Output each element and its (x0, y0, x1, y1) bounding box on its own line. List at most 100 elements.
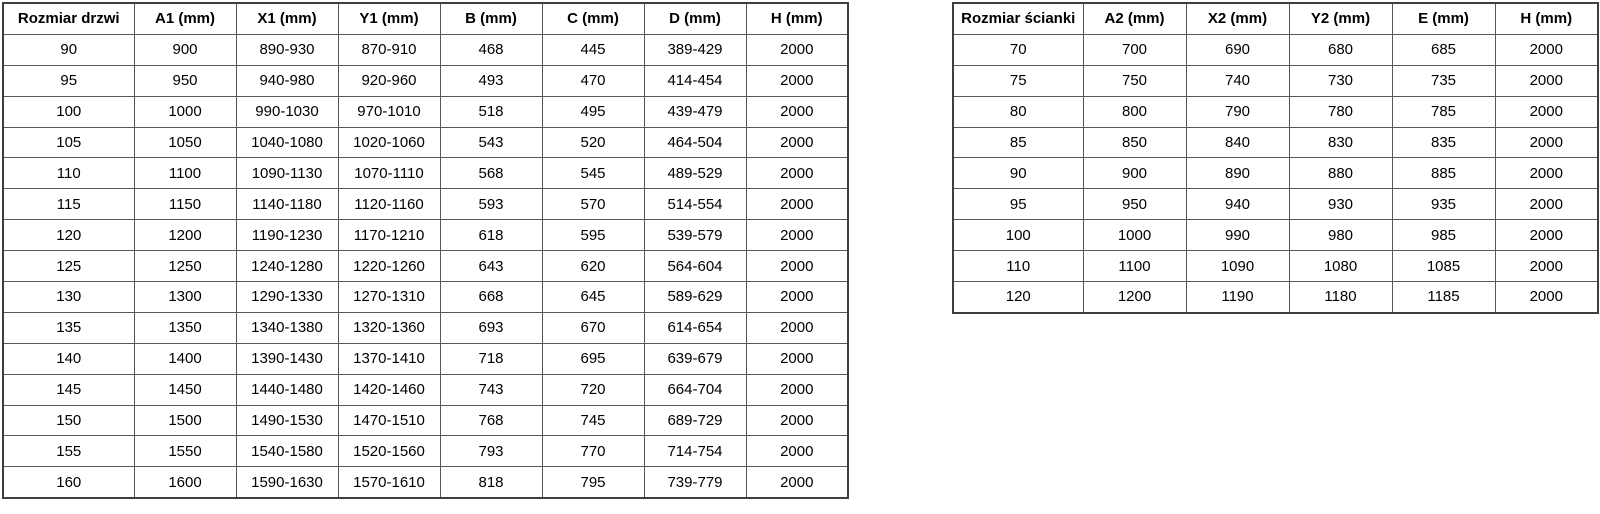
table-cell: 1220-1260 (337, 250, 441, 283)
table-row: 100 1000 990 980 985 2000 (952, 219, 1599, 252)
table-cell: 489-529 (643, 157, 747, 190)
table-cell: 100 (952, 219, 1084, 252)
table-cell: 2000 (745, 404, 849, 437)
table-row: 90 900 890-930 870-910 468 445 389-429 2000 (2, 33, 849, 66)
table-cell: 940-980 (235, 64, 339, 97)
column-header: C (mm) (541, 2, 645, 35)
table-cell: 1190-1230 (235, 219, 339, 252)
table-cell: 2000 (745, 126, 849, 159)
table-cell: 1140-1180 (235, 188, 339, 221)
table-cell: 160 (2, 466, 135, 499)
table-cell: 1050 (133, 126, 237, 159)
column-header: Y2 (mm) (1288, 2, 1393, 35)
table-cell: 470 (541, 64, 645, 97)
table-cell: 2000 (745, 435, 849, 468)
table-cell: 935 (1391, 188, 1496, 221)
door-table-header-row: Rozmiar drzwi A1 (mm) X1 (mm) Y1 (mm) B (mm)… (2, 2, 849, 35)
table-cell: 990 (1185, 219, 1290, 252)
column-header: B (mm) (439, 2, 543, 35)
table-cell: 785 (1391, 95, 1496, 128)
table-cell: 2000 (745, 64, 849, 97)
table-cell: 120 (2, 219, 135, 252)
table-cell: 2000 (745, 311, 849, 344)
table-cell: 2000 (1494, 250, 1599, 283)
table-cell: 890-930 (235, 33, 339, 66)
table-row: 155 1550 1540-1580 1520-1560 793 770 714-754 20… (2, 435, 849, 468)
table-cell: 1250 (133, 250, 237, 283)
table-cell: 2000 (1494, 33, 1599, 66)
table-cell: 680 (1288, 33, 1393, 66)
table-cell: 1450 (133, 373, 237, 406)
table-cell: 1090 (1185, 250, 1290, 283)
table-row: 120 1200 1190 1180 1185 2000 (952, 281, 1599, 314)
table-cell: 80 (952, 95, 1084, 128)
column-header: E (mm) (1391, 2, 1496, 35)
table-cell: 589-629 (643, 281, 747, 313)
table-cell: 1080 (1288, 250, 1393, 283)
table-cell: 980 (1288, 219, 1393, 252)
table-cell: 2000 (745, 342, 849, 375)
table-cell: 514-554 (643, 188, 747, 221)
table-cell: 885 (1391, 157, 1496, 190)
table-cell: 1340-1380 (235, 311, 339, 344)
table-row: 75 750 740 730 735 2000 (952, 64, 1599, 97)
column-header: A2 (mm) (1082, 2, 1187, 35)
table-row: 130 1300 1290-1330 1270-1310 668 645 589-629 20… (2, 281, 849, 313)
table-cell: 2000 (745, 33, 849, 66)
column-header: X2 (mm) (1185, 2, 1290, 35)
table-row: 145 1450 1440-1480 1420-1460 743 720 664-704 20… (2, 373, 849, 406)
table-cell: 730 (1288, 64, 1393, 97)
table-cell: 700 (1082, 33, 1187, 66)
table-cell: 1370-1410 (337, 342, 441, 375)
wall-table-body: 70 700 690 680 685 2000 75 750 740 730 735 2000 80 80… (952, 33, 1599, 314)
wall-table-header-row: Rozmiar ścianki A2 (mm) X2 (mm) Y2 (mm) E (m… (952, 2, 1599, 35)
table-row: 125 1250 1240-1280 1220-1260 643 620 564-604 20… (2, 250, 849, 283)
table-cell: 618 (439, 219, 543, 252)
table-cell: 1200 (1082, 281, 1187, 314)
table-cell: 1180 (1288, 281, 1393, 314)
table-cell: 464-504 (643, 126, 747, 159)
table-cell: 1190 (1185, 281, 1290, 314)
table-row: 115 1150 1140-1180 1120-1160 593 570 514-554 20… (2, 188, 849, 221)
table-cell: 543 (439, 126, 543, 159)
table-cell: 643 (439, 250, 543, 283)
table-row: 90 900 890 880 885 2000 (952, 157, 1599, 190)
table-cell: 90 (952, 157, 1084, 190)
table-cell: 1090-1130 (235, 157, 339, 190)
table-cell: 695 (541, 342, 645, 375)
door-table-body: 90 900 890-930 870-910 468 445 389-429 2000 95 95… (2, 33, 849, 499)
column-header: H (mm) (745, 2, 849, 35)
table-cell: 495 (541, 95, 645, 128)
table-cell: 689-729 (643, 404, 747, 437)
table-cell: 745 (541, 404, 645, 437)
table-cell: 90 (2, 33, 135, 66)
table-row: 100 1000 990-1030 970-1010 518 495 439-479 2000 (2, 95, 849, 128)
table-cell: 950 (133, 64, 237, 97)
table-cell: 2000 (745, 188, 849, 221)
table-cell: 100 (2, 95, 135, 128)
table-row: 135 1350 1340-1380 1320-1360 693 670 614-654 20… (2, 311, 849, 344)
table-cell: 125 (2, 250, 135, 283)
table-cell: 870-910 (337, 33, 441, 66)
table-cell: 1170-1210 (337, 219, 441, 252)
table-cell: 1400 (133, 342, 237, 375)
table-cell: 900 (1082, 157, 1187, 190)
table-cell: 2000 (1494, 126, 1599, 159)
table-row: 80 800 790 780 785 2000 (952, 95, 1599, 128)
table-cell: 1020-1060 (337, 126, 441, 159)
table-cell: 1200 (133, 219, 237, 252)
table-cell: 780 (1288, 95, 1393, 128)
table-row: 85 850 840 830 835 2000 (952, 126, 1599, 159)
table-cell: 75 (952, 64, 1084, 97)
table-cell: 570 (541, 188, 645, 221)
table-cell: 818 (439, 466, 543, 499)
table-cell: 718 (439, 342, 543, 375)
table-cell: 795 (541, 466, 645, 499)
table-cell: 639-679 (643, 342, 747, 375)
wall-panel-sizes-table: Rozmiar ścianki A2 (mm) X2 (mm) Y2 (mm) E (m… (952, 2, 1599, 314)
table-cell: 714-754 (643, 435, 747, 468)
table-cell: 1000 (133, 95, 237, 128)
table-cell: 1600 (133, 466, 237, 499)
table-cell: 1300 (133, 281, 237, 313)
